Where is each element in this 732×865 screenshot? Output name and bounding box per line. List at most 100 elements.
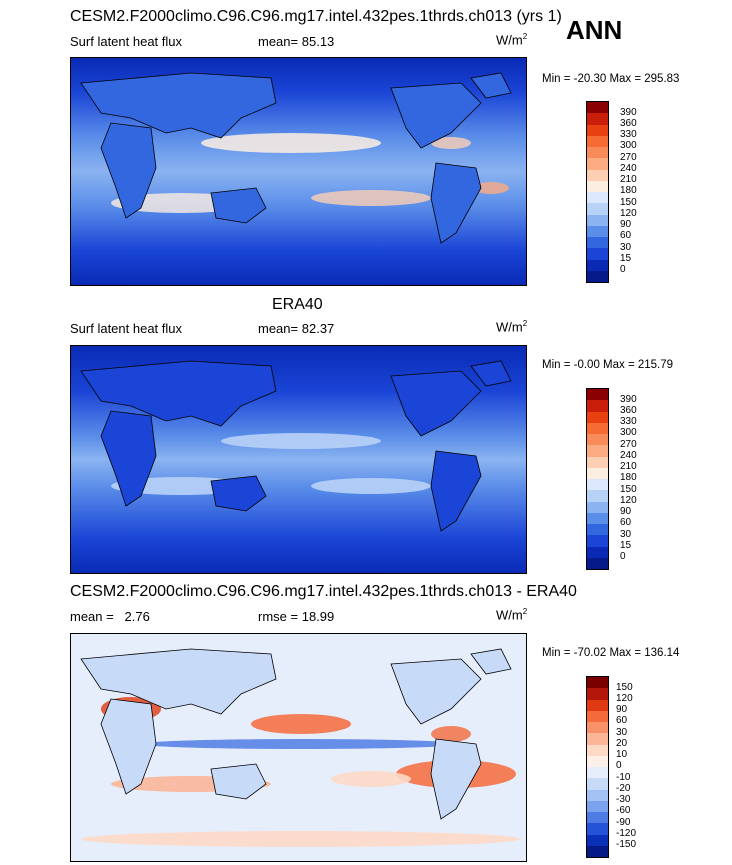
panel3-colorbar-swatch — [587, 688, 608, 700]
panel1-colorbar-swatch — [587, 135, 608, 147]
panel1-units-exp: 2 — [522, 32, 528, 41]
panel2-colorbar-tick: 240 — [620, 450, 637, 461]
panel1-map — [70, 57, 527, 286]
panel1-stat-value: 85.13 — [301, 34, 335, 49]
panel2-stat-label: mean= — [258, 321, 299, 336]
panel1-colorbar-swatch — [587, 214, 608, 226]
panel2-colorbar-swatch — [587, 400, 608, 412]
panel1-colorbar-tick: 15 — [620, 253, 632, 264]
panel2-colorbar-tick: 15 — [620, 540, 632, 551]
panel1-stat-label: mean= — [258, 34, 299, 49]
panel3-colorbar-swatch — [587, 845, 608, 857]
panel2-colorbar-tick: 210 — [620, 461, 637, 472]
panel1-colorbar-tick: 30 — [620, 242, 632, 253]
panel2-units-exp: 2 — [522, 319, 528, 328]
panel3-colorbar-swatch — [587, 789, 608, 801]
panel1-colorbar-tick: 360 — [620, 118, 637, 129]
panel2-title: ERA40 — [272, 296, 323, 313]
panel1-colorbar-swatch — [587, 192, 608, 204]
panel3-colorbar-swatch — [587, 800, 608, 812]
panel1-colorbar-swatch — [587, 180, 608, 192]
panel3-colorbar-swatch — [587, 834, 608, 846]
panel3-colorbar — [586, 676, 609, 858]
panel3-colorbar-swatch — [587, 755, 608, 767]
panel2-colorbar-tick: 270 — [620, 439, 637, 450]
panel1-colorbar-swatch — [587, 270, 608, 282]
panel2-colorbar-tick: 60 — [620, 517, 632, 528]
panel2-colorbar-tick: 300 — [620, 427, 637, 438]
panel1-colorbar-tick: 150 — [620, 197, 637, 208]
panel3-colorbar-swatch — [587, 677, 608, 689]
panel3-colorbar-tick: 30 — [616, 727, 628, 738]
panel3-stat-value: 18.99 — [301, 609, 335, 624]
panel3-stat-label: rmse = — [258, 609, 299, 624]
panel1-colorbar-swatch — [587, 248, 608, 260]
panel2-colorbar-tick: 0 — [620, 551, 626, 562]
panel3-colorbar-tick: 120 — [616, 693, 633, 704]
panel2-stat-value: 82.37 — [301, 321, 335, 336]
panel3-title: CESM2.F2000climo.C96.C96.mg17.intel.432p… — [70, 583, 577, 600]
panel2-colorbar-swatch — [587, 535, 608, 547]
panel1-colorbar-swatch — [587, 147, 608, 159]
panel3-colorbar-tick: 60 — [616, 715, 628, 726]
panel3-colorbar-swatch — [587, 699, 608, 711]
panel1-colorbar-tick: 90 — [620, 219, 632, 230]
panel3-colorbar-tick: 0 — [616, 760, 622, 771]
panel2-units-base: W/m — [496, 319, 523, 335]
panel3-colorbar-tick: -60 — [616, 805, 631, 816]
panel3-units-exp: 2 — [522, 607, 528, 616]
panel2-colorbar-swatch — [587, 445, 608, 457]
panel1-colorbar-tick: 270 — [620, 152, 637, 163]
panel1-units: W/m2 — [496, 32, 527, 47]
panel2-colorbar-swatch — [587, 501, 608, 513]
panel3-colorbar-tick: -30 — [616, 794, 631, 805]
panel1-units-base: W/m — [496, 32, 523, 48]
panel2-colorbar-tick: 30 — [620, 529, 632, 540]
panel2-colorbar-tick: 90 — [620, 506, 632, 517]
panel1-colorbar-tick: 60 — [620, 230, 632, 241]
panel2-colorbar-tick: 390 — [620, 394, 637, 405]
panel1-stat: mean= 85.13 — [258, 34, 334, 49]
panel1-title: CESM2.F2000climo.C96.C96.mg17.intel.432p… — [70, 8, 562, 25]
panel3-colorbar-swatch — [587, 812, 608, 824]
panel1-colorbar-tick: 300 — [620, 140, 637, 151]
panel3-colorbar-swatch — [587, 767, 608, 779]
panel3-colorbar-tick: -90 — [616, 817, 631, 828]
panel3-min-max: Min = -70.02 Max = 136.14 — [542, 647, 680, 659]
panel3-colorbar-tick: 20 — [616, 738, 628, 749]
panel1-colorbar-swatch — [587, 203, 608, 215]
panel3-colorbar-tick: -10 — [616, 772, 631, 783]
panel2-colorbar-swatch — [587, 490, 608, 502]
panel1-colorbar-swatch — [587, 237, 608, 249]
panel1-colorbar-swatch — [587, 124, 608, 136]
panel2-colorbar-tick: 120 — [620, 495, 637, 506]
panel2-colorbar-swatch — [587, 546, 608, 558]
panel2-map — [70, 345, 527, 574]
panel2-colorbar-swatch — [587, 422, 608, 434]
panel3-units-base: W/m — [496, 607, 523, 623]
panel3-colorbar-tick: -20 — [616, 783, 631, 794]
panel2-colorbar-tick: 360 — [620, 405, 637, 416]
panel1-colorbar-swatch — [587, 113, 608, 125]
panel3-colorbar-swatch — [587, 710, 608, 722]
panel1-colorbar-swatch — [587, 169, 608, 181]
panel2-units: W/m2 — [496, 319, 527, 334]
panel1-colorbar-tick: 210 — [620, 174, 637, 185]
panel3-colorbar-tick: 10 — [616, 749, 628, 760]
season-label: ANN — [566, 15, 623, 45]
panel2-colorbar-swatch — [587, 557, 608, 569]
panel1-colorbar-swatch — [587, 225, 608, 237]
panel3-mean: mean = 2.76 — [70, 609, 150, 624]
panel1-min-max: Min = -20.30 Max = 295.83 — [542, 73, 680, 85]
panel1-colorbar-swatch — [587, 102, 608, 114]
panel1-colorbar-tick: 240 — [620, 163, 637, 174]
panel2-colorbar-swatch — [587, 467, 608, 479]
panel1-colorbar-swatch — [587, 259, 608, 271]
panel2-colorbar-swatch — [587, 512, 608, 524]
panel2-colorbar-tick: 330 — [620, 416, 637, 427]
panel1-colorbar-tick: 180 — [620, 185, 637, 196]
panel2-stat: mean= 82.37 — [258, 321, 334, 336]
panel3-colorbar-swatch — [587, 722, 608, 734]
panel3-colorbar-swatch — [587, 778, 608, 790]
panel2-min-max: Min = -0.00 Max = 215.79 — [542, 359, 674, 371]
